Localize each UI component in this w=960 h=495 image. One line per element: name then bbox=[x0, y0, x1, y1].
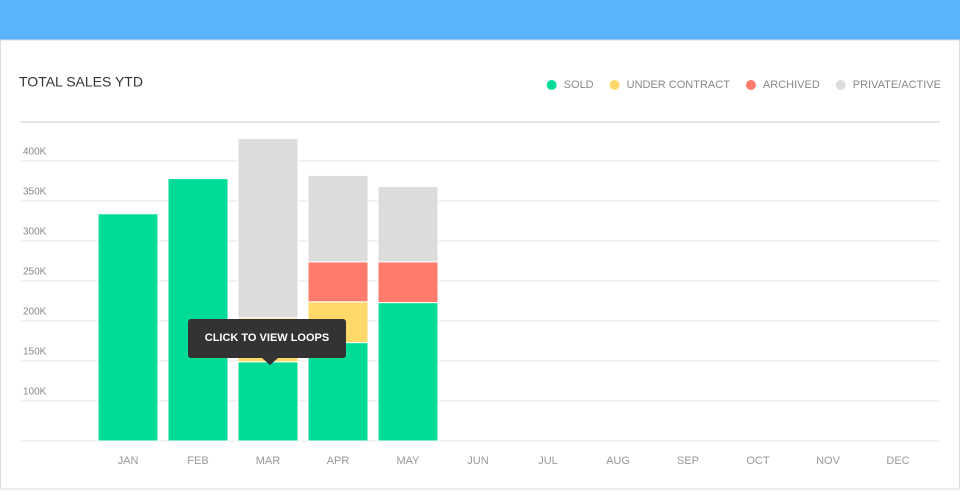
tooltip-box bbox=[188, 319, 346, 358]
bar-segment[interactable] bbox=[377, 186, 439, 263]
plot: 100K 150K 200K 250K 300K 350K 400K JAN FEB MAR APR… bbox=[20, 138, 940, 467]
bar-segment[interactable] bbox=[167, 178, 229, 442]
card bbox=[0, 39, 960, 490]
tooltip: CLICK TO VIEW LOOPS bbox=[188, 319, 346, 365]
bar-segment[interactable] bbox=[307, 174, 369, 263]
bar-segment[interactable] bbox=[237, 361, 299, 442]
x-tick-label: NOV bbox=[816, 455, 841, 467]
legend: PRIVATE/ACTIVE ARCHIVED UNDER CONTRACT SOLD bbox=[546, 79, 941, 91]
y-tick-label: 400K bbox=[23, 147, 47, 158]
bar-segment[interactable] bbox=[97, 213, 159, 442]
x-tick-label: OCT bbox=[746, 455, 770, 467]
x-tick-label: APR bbox=[327, 455, 350, 467]
legend-swatch bbox=[546, 80, 557, 90]
y-tick-label: 200K bbox=[23, 307, 47, 318]
bar-segment[interactable] bbox=[307, 261, 369, 303]
x-tick-label: JUL bbox=[538, 455, 558, 467]
x-tick-label: JAN bbox=[118, 455, 139, 467]
chart-title: TOTAL SALES YTD bbox=[19, 74, 143, 90]
y-tick-label: 250K bbox=[23, 267, 47, 278]
y-tick-label: 300K bbox=[23, 227, 47, 238]
bar-segment[interactable] bbox=[377, 261, 439, 304]
bar-segment[interactable] bbox=[307, 342, 369, 442]
header-bar bbox=[0, 0, 960, 40]
legend-label: UNDER CONTRACT bbox=[627, 79, 731, 91]
tooltip-text: CLICK TO VIEW LOOPS bbox=[205, 332, 329, 344]
legend-swatch bbox=[745, 80, 756, 90]
bar-segment[interactable] bbox=[237, 138, 299, 319]
y-tick-label: 150K bbox=[23, 347, 47, 358]
x-tick-label: MAY bbox=[396, 455, 420, 467]
legend-swatch bbox=[835, 80, 846, 90]
y-tick-label: 350K bbox=[23, 187, 47, 198]
legend-label: PRIVATE/ACTIVE bbox=[853, 79, 941, 91]
bar-segment[interactable] bbox=[377, 302, 439, 442]
x-tick-label: JUN bbox=[467, 455, 488, 467]
legend-label: ARCHIVED bbox=[763, 79, 820, 91]
x-tick-label: AUG bbox=[606, 455, 630, 467]
tooltip-arrow bbox=[262, 358, 278, 365]
legend-label: SOLD bbox=[564, 79, 594, 91]
x-tick-label: DEC bbox=[886, 455, 909, 467]
legend-swatch bbox=[609, 80, 620, 90]
y-tick-label: 100K bbox=[23, 387, 47, 398]
x-tick-label: SEP bbox=[677, 455, 699, 467]
x-tick-label: FEB bbox=[187, 455, 208, 467]
x-tick-label: MAR bbox=[256, 455, 281, 467]
